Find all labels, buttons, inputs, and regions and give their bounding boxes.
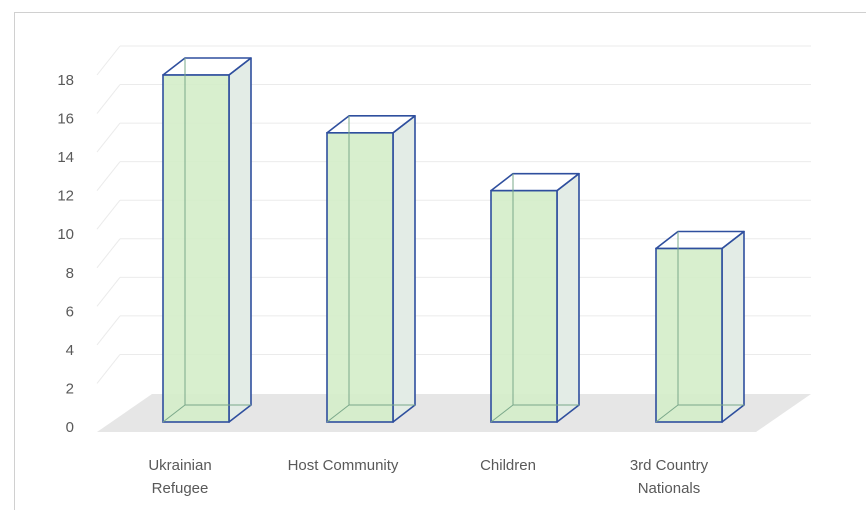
bar-side-face	[721, 230, 745, 423]
gridline-diagonal	[96, 45, 121, 76]
gridline-diagonal	[96, 199, 121, 230]
bar-front-face	[162, 74, 230, 423]
y-tick-label: 4	[66, 342, 74, 359]
bar	[162, 57, 252, 423]
bar-back-edge	[326, 404, 350, 423]
y-tick-label: 16	[57, 111, 74, 128]
bar-front-face	[655, 247, 723, 423]
x-category-label: Children	[480, 457, 536, 474]
gridline-diagonal	[96, 354, 121, 384]
gridline-diagonal	[96, 122, 121, 153]
gridline-diagonal	[96, 315, 121, 346]
y-tick-label: 18	[57, 72, 74, 89]
x-category-label: Refugee	[152, 480, 209, 497]
y-tick-label: 2	[66, 380, 74, 397]
bar-front-face	[490, 189, 558, 423]
y-tick-label: 12	[57, 188, 74, 205]
y-tick-label: 8	[66, 265, 74, 282]
gridline-diagonal	[96, 238, 121, 269]
x-category-label: Host Community	[288, 457, 399, 474]
bar-back-edge	[162, 404, 186, 423]
x-category-label: Ukrainian	[148, 457, 211, 474]
bar-side-face	[228, 57, 252, 423]
gridline-diagonal	[96, 277, 121, 307]
bar-back-edge	[655, 404, 679, 423]
bar-front-face	[326, 132, 394, 423]
bar-back-edge	[490, 404, 514, 423]
bar-side-face	[556, 172, 580, 423]
y-tick-label: 10	[57, 226, 74, 243]
floor	[97, 394, 811, 432]
x-category-label: Nationals	[638, 480, 701, 497]
gridline-diagonal	[96, 161, 121, 191]
bar	[655, 230, 745, 423]
gridline-diagonal	[96, 84, 121, 114]
y-tick-label: 6	[66, 303, 74, 320]
bar	[326, 115, 416, 423]
bar-side-face	[392, 115, 416, 423]
y-tick-label: 0	[66, 419, 74, 436]
x-category-label: 3rd Country	[630, 457, 709, 474]
bar	[490, 172, 580, 423]
y-tick-label: 14	[57, 149, 74, 166]
